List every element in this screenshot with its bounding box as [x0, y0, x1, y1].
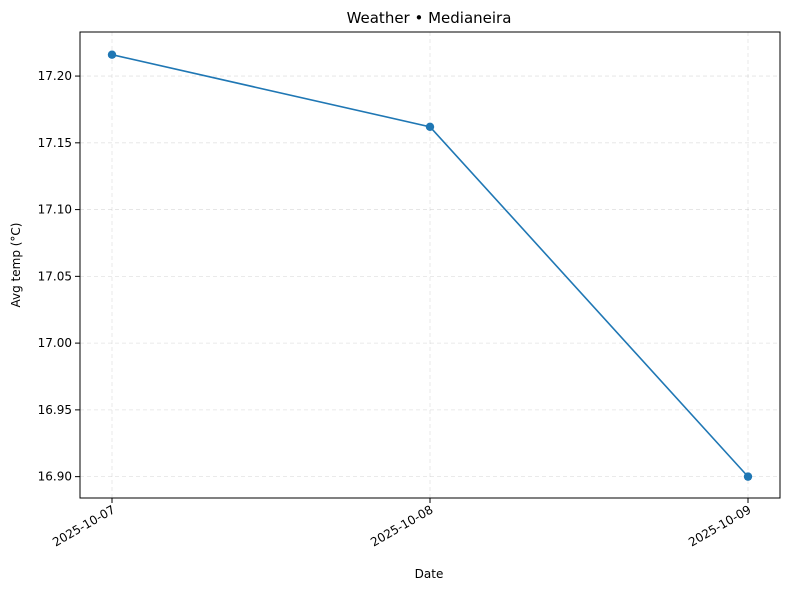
y-tick-label: 17.20 — [38, 69, 72, 83]
y-tick-label: 17.05 — [38, 269, 72, 283]
x-tick-label: 2025-10-07 — [50, 502, 117, 549]
labels-layer: Weather • Medianeira Date Avg temp (°C) — [9, 9, 511, 581]
y-tick-label: 17.10 — [38, 203, 72, 217]
y-tick-label: 16.90 — [38, 470, 72, 484]
y-tick-label: 17.15 — [38, 136, 72, 150]
x-tick-label: 2025-10-09 — [686, 502, 753, 549]
plot-frame — [79, 31, 781, 499]
axes-layer: 16.90 16.95 17.00 17.05 17.10 17.15 17.20 2025-… — [38, 31, 781, 549]
y-tick-label: 16.95 — [38, 403, 72, 417]
y-tick-label: 17.00 — [38, 336, 72, 350]
data-point — [425, 122, 435, 132]
grid-layer — [80, 32, 780, 498]
chart-title: Weather • Medianeira — [347, 9, 512, 27]
series-layer — [107, 50, 753, 481]
data-point — [743, 472, 753, 481]
x-axis-label: Date — [415, 567, 444, 581]
data-point — [107, 50, 117, 59]
x-tick-label: 2025-10-08 — [368, 502, 435, 549]
y-axis-label: Avg temp (°C) — [9, 223, 23, 308]
